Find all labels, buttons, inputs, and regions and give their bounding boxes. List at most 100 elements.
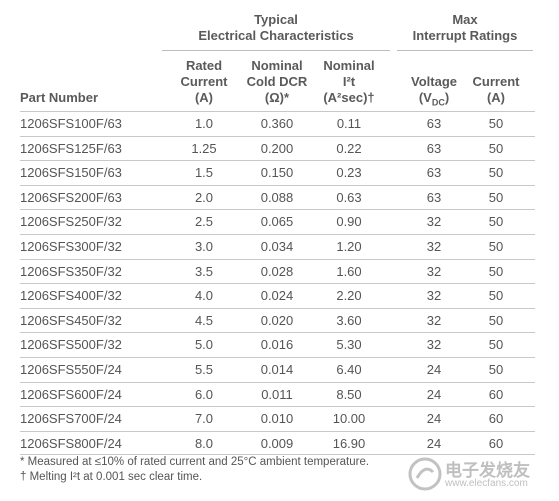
cell-curr: 50 [488,116,504,131]
cell-part: 1206SFS600F/24 [20,386,122,402]
cell-curr: 60 [488,411,504,427]
cell-curr: 50 [488,214,504,230]
table-row: 1206SFS400F/32 4.0 0.024 2.20 32 50 [20,283,535,308]
column-header-part-number: Part Number [20,90,99,105]
cell-curr: 50 [488,361,504,377]
cell-i2t: 0.22 [336,140,362,156]
column-header-current: Current (A) [468,74,524,106]
cell-dcr: 0.028 [260,263,294,279]
table-row: 1206SFS100F/63 1.0 0.360 0.11 63 50 [20,111,535,136]
cell-rated: 2.0 [194,189,214,205]
group-header-electrical: Typical Electrical Characteristics [162,12,390,52]
table-row: 1206SFS700F/24 7.0 0.010 10.00 24 60 [20,406,535,431]
cell-part: 1206SFS300F/32 [20,238,122,254]
cell-volt: 32 [426,288,442,304]
watermark-text: 电子发烧友 [445,461,530,481]
cell-volt: 32 [426,238,442,254]
cell-curr: 50 [488,140,504,156]
cell-dcr: 0.065 [260,214,294,230]
header-line: Nominal [251,58,303,73]
cell-i2t: 0.90 [336,214,362,230]
cell-i2t: 16.90 [332,435,366,451]
table-row: 1206SFS300F/32 3.0 0.034 1.20 32 50 [20,233,535,259]
cell-i2t: 10.00 [332,411,366,427]
column-header-cold-dcr: Nominal Cold DCR (Ω)* [242,58,312,106]
cell-dcr: 0.360 [260,116,294,131]
cell-rated: 2.5 [194,214,214,230]
table-row: 1206SFS350F/32 3.5 0.028 1.60 32 50 [20,258,535,284]
cell-volt: 63 [426,140,442,156]
cell-volt: 32 [426,337,442,353]
cell-dcr: 0.016 [260,337,294,353]
table-row: 1206SFS125F/63 1.25 0.200 0.22 63 50 [20,135,535,161]
cell-part: 1206SFS125F/63 [20,140,122,156]
cell-rated: 1.5 [194,165,214,181]
cell-curr: 50 [488,189,504,205]
table-row: 1206SFS600F/24 6.0 0.011 8.50 24 60 [20,381,535,407]
cell-curr: 50 [488,312,504,328]
footnote: * Measured at ≤10% of rated current and … [20,456,370,468]
cell-i2t: 3.60 [336,312,362,328]
cell-volt: 24 [426,411,442,427]
table-row: 1206SFS500F/32 5.0 0.016 5.30 32 50 [20,332,535,357]
cell-part: 1206SFS800F/24 [20,435,122,451]
header-line: Current [472,74,520,89]
group-rule-max [397,50,533,51]
cell-curr: 50 [488,288,504,304]
group-rule-electrical [162,50,390,51]
cell-volt: 32 [426,312,442,328]
cell-part: 1206SFS450F/32 [20,312,122,328]
cell-rated: 4.5 [194,312,214,328]
table-row: 1206SFS250F/32 2.5 0.065 0.90 32 50 [20,209,535,234]
header-line: Cold DCR [246,74,308,89]
cell-volt: 32 [426,263,442,279]
header-line: (VDC) [418,90,450,108]
cell-part: 1206SFS500F/32 [20,337,122,353]
column-header-rated-current: Rated Current (A) [172,58,236,106]
cell-part: 1206SFS350F/32 [20,263,122,279]
table-row: 1206SFS450F/32 4.5 0.020 3.60 32 50 [20,307,535,333]
cell-curr: 60 [488,435,504,451]
header-line: Nominal [323,58,375,73]
cell-volt: 24 [426,361,442,377]
cell-i2t: 8.50 [336,386,362,402]
header-line: Rated [185,58,223,73]
cell-dcr: 0.200 [260,140,294,156]
table-row: 1206SFS200F/63 2.0 0.088 0.63 63 50 [20,184,535,210]
cell-volt: 24 [426,386,442,402]
cell-i2t: 1.20 [336,238,362,254]
watermark-logo: 电子发烧友 www.elecfans.com [405,454,553,496]
cell-i2t: 0.23 [336,165,362,181]
group-header-line: Typical [254,12,298,27]
cell-dcr: 0.024 [260,288,294,304]
group-header-line: Electrical Characteristics [198,28,354,43]
cell-part: 1206SFS250F/32 [20,214,122,230]
cell-part: 1206SFS100F/63 [20,116,122,131]
cell-dcr: 0.150 [260,165,294,181]
cell-part: 1206SFS700F/24 [20,411,122,427]
cell-volt: 63 [426,116,442,131]
header-line: (Ω)* [264,90,290,105]
footnote: † Melting I²t at 0.001 sec clear time. [20,471,203,483]
column-header-i2t: Nominal I²t (A²sec)† [316,58,382,106]
cell-dcr: 0.009 [260,435,294,451]
cell-i2t: 1.60 [336,263,362,279]
cell-dcr: 0.088 [260,189,294,205]
cell-volt: 32 [426,214,442,230]
cell-curr: 60 [488,386,504,402]
cell-rated: 1.0 [194,116,214,131]
cell-dcr: 0.020 [260,312,294,328]
cell-part: 1206SFS550F/24 [20,361,122,377]
cell-volt: 63 [426,189,442,205]
cell-rated: 3.0 [194,238,214,254]
cell-rated: 8.0 [194,435,214,451]
header-line: (A²sec)† [323,90,375,105]
cell-dcr: 0.010 [260,411,294,427]
cell-dcr: 0.014 [260,361,294,377]
cell-part: 1206SFS200F/63 [20,189,122,205]
cell-rated: 7.0 [194,411,214,427]
cell-dcr: 0.034 [260,238,294,254]
cell-rated: 5.5 [194,361,214,377]
cell-i2t: 2.20 [336,288,362,304]
